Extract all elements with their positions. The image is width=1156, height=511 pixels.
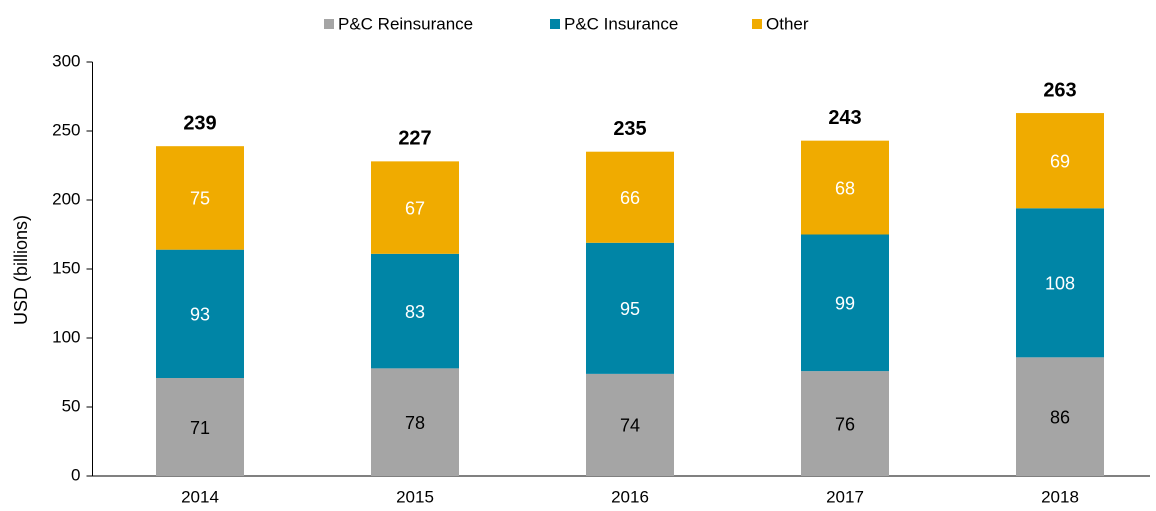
bar-segment — [801, 140, 889, 235]
data-label: 99 — [835, 294, 855, 314]
bar-segment — [156, 378, 244, 476]
data-label: 78 — [405, 413, 425, 433]
data-label: 75 — [190, 189, 210, 209]
data-label: 74 — [620, 416, 640, 436]
x-tick-label: 2016 — [611, 487, 649, 506]
legend-swatch — [550, 19, 560, 29]
data-label: 67 — [405, 198, 425, 218]
total-label: 227 — [398, 128, 431, 150]
data-label: 93 — [190, 305, 210, 325]
x-tick-label: 2018 — [1041, 487, 1079, 506]
x-tick-label: 2014 — [181, 487, 219, 506]
y-tick-label: 50 — [62, 396, 81, 415]
x-tick-label: 2015 — [396, 487, 434, 506]
data-label: 69 — [1050, 151, 1070, 171]
total-label: 263 — [1043, 79, 1076, 101]
data-label: 66 — [620, 188, 640, 208]
total-label: 243 — [828, 107, 861, 129]
y-tick-label: 300 — [52, 51, 80, 70]
bar-segment — [156, 249, 244, 379]
x-tick-label: 2017 — [826, 487, 864, 506]
bar-segment — [586, 151, 674, 243]
total-label: 235 — [613, 118, 646, 140]
data-label: 108 — [1045, 274, 1075, 294]
y-tick-label: 150 — [52, 258, 80, 277]
bar-segment — [1016, 208, 1104, 358]
legend-swatch — [752, 19, 762, 29]
bar-segment — [801, 234, 889, 372]
bar-segment — [586, 242, 674, 374]
data-label: 86 — [1050, 407, 1070, 427]
data-label: 95 — [620, 299, 640, 319]
y-tick-label: 0 — [71, 465, 80, 484]
bar-segment — [371, 368, 459, 476]
bar-segment — [586, 373, 674, 476]
y-tick-label: 250 — [52, 120, 80, 139]
y-tick-label: 100 — [52, 327, 80, 346]
data-label: 71 — [190, 418, 210, 438]
y-tick-label: 200 — [52, 189, 80, 208]
bar-segment — [371, 253, 459, 369]
total-label: 239 — [183, 112, 216, 134]
data-label: 83 — [405, 302, 425, 322]
legend-label: P&C Insurance — [564, 14, 678, 33]
bar-segment — [1016, 357, 1104, 476]
bar-segment — [1016, 113, 1104, 209]
bar-segment — [371, 161, 459, 254]
y-axis-label: USD (billions) — [11, 215, 31, 325]
legend-label: P&C Reinsurance — [338, 14, 473, 33]
bar-segment — [801, 371, 889, 476]
legend-label: Other — [766, 14, 809, 33]
data-label: 68 — [835, 178, 855, 198]
data-label: 76 — [835, 414, 855, 434]
bar-segment — [156, 146, 244, 250]
legend-swatch — [324, 19, 334, 29]
